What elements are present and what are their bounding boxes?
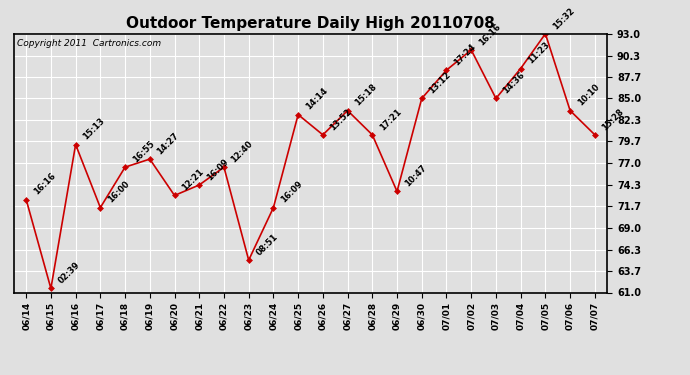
Text: 13:52: 13:52: [328, 107, 354, 132]
Text: 08:51: 08:51: [254, 232, 279, 257]
Text: Copyright 2011  Cartronics.com: Copyright 2011 Cartronics.com: [17, 39, 161, 48]
Text: 17:24: 17:24: [452, 42, 477, 68]
Text: 15:28: 15:28: [600, 107, 626, 132]
Text: 16:09: 16:09: [279, 180, 304, 205]
Text: 13:12: 13:12: [427, 70, 453, 96]
Text: 16:00: 16:00: [106, 180, 131, 205]
Text: 10:10: 10:10: [575, 82, 601, 108]
Text: 12:21: 12:21: [180, 167, 206, 193]
Text: 10:47: 10:47: [402, 164, 428, 189]
Text: 12:40: 12:40: [230, 139, 255, 164]
Text: 16:55: 16:55: [130, 139, 156, 164]
Text: 14:36: 14:36: [502, 70, 526, 96]
Text: 15:13: 15:13: [81, 117, 106, 142]
Text: 15:32: 15:32: [551, 6, 576, 31]
Text: 15:18: 15:18: [353, 82, 378, 108]
Text: 17:21: 17:21: [378, 107, 403, 132]
Text: 16:16: 16:16: [477, 22, 502, 47]
Text: 14:14: 14:14: [304, 87, 329, 112]
Text: 02:39: 02:39: [57, 261, 81, 286]
Title: Outdoor Temperature Daily High 20110708: Outdoor Temperature Daily High 20110708: [126, 16, 495, 31]
Text: 16:16: 16:16: [32, 171, 57, 197]
Text: 16:09: 16:09: [205, 157, 230, 182]
Text: 11:23: 11:23: [526, 40, 551, 66]
Text: 14:27: 14:27: [155, 131, 181, 156]
